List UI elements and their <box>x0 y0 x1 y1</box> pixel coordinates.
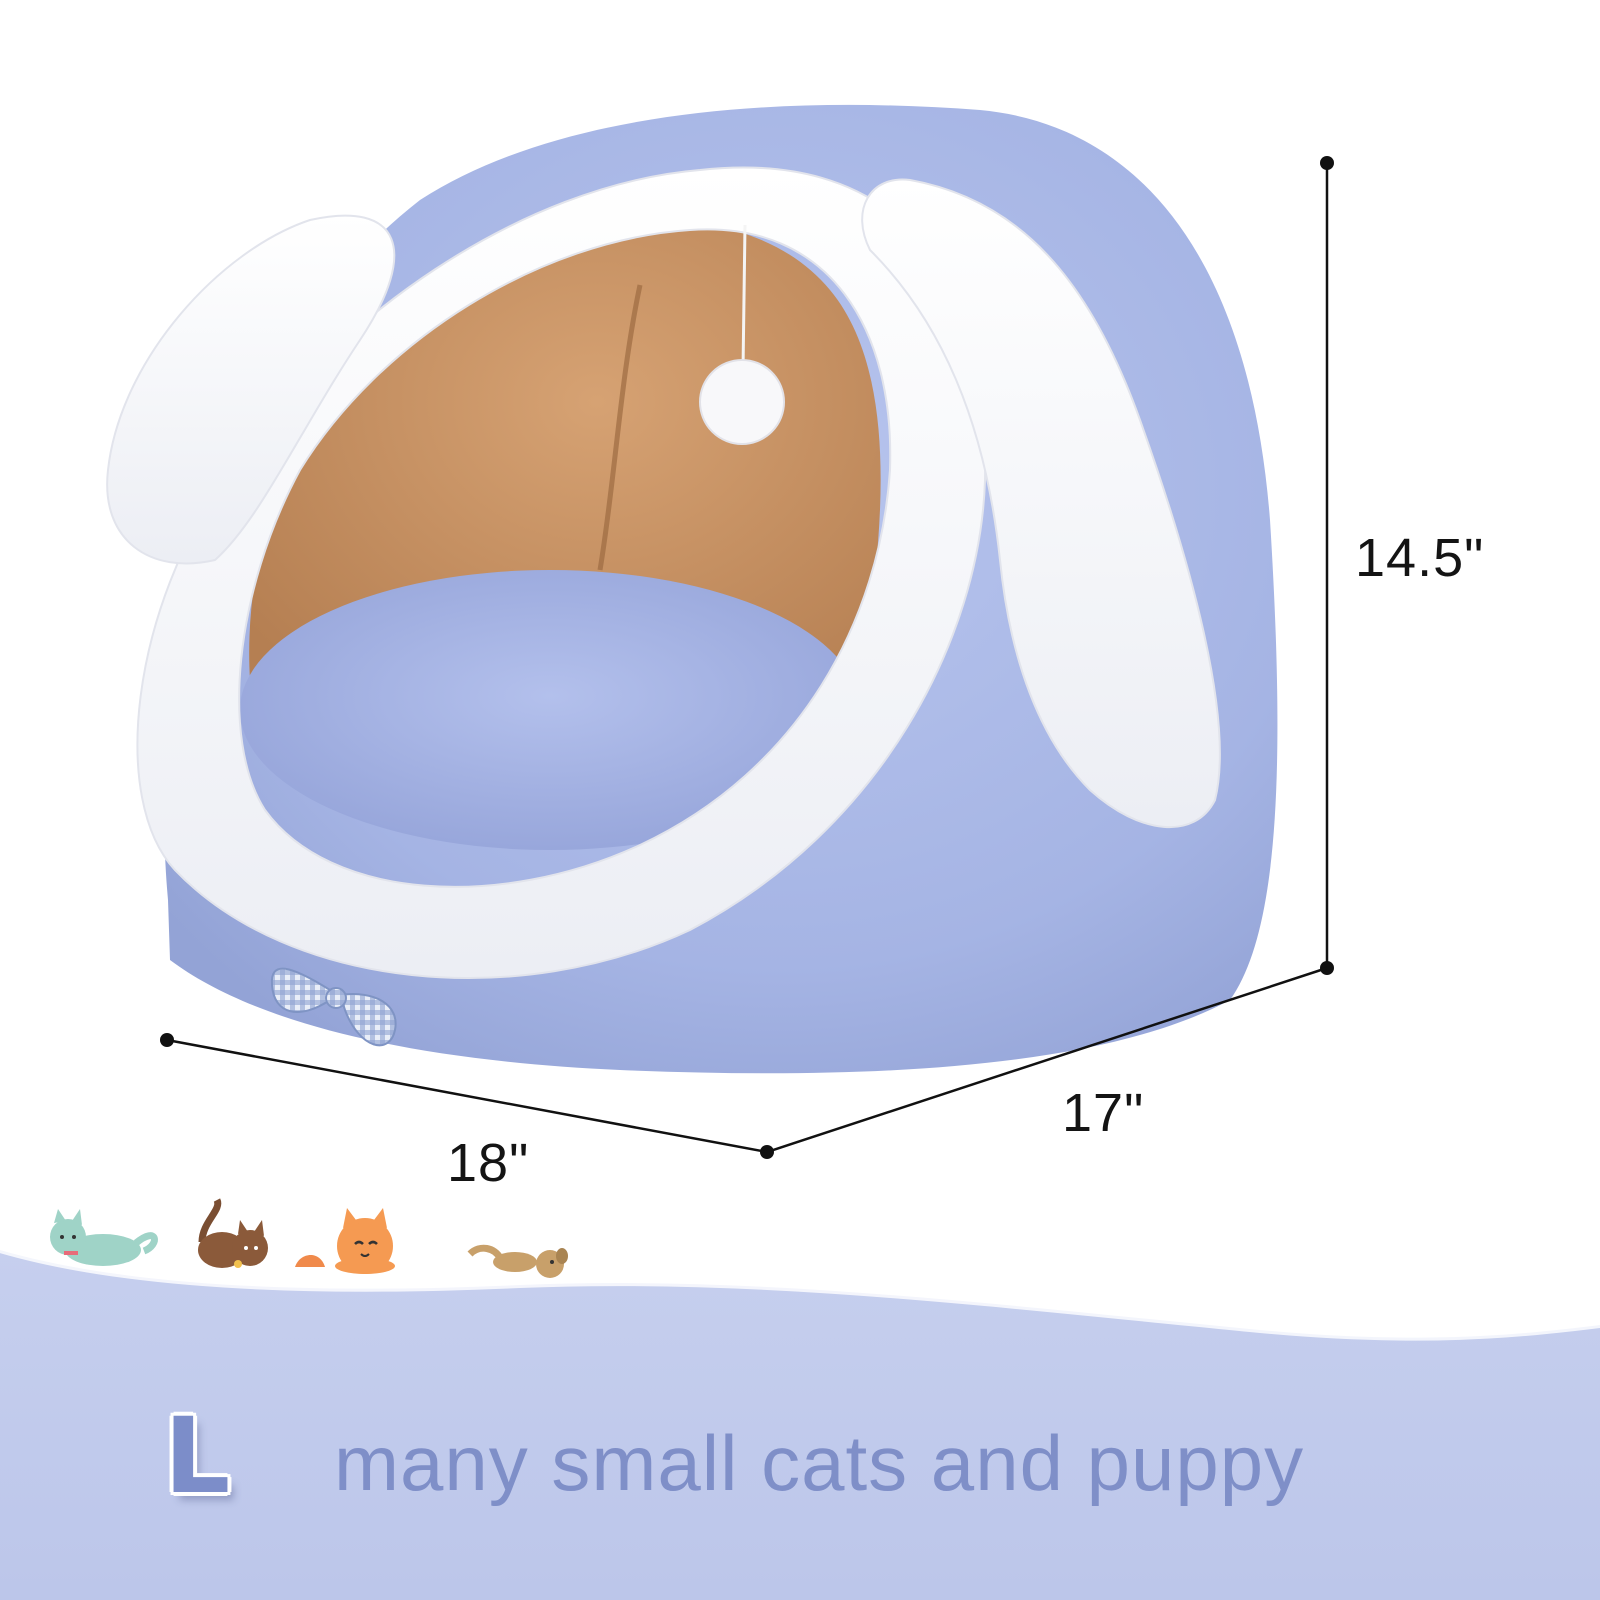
cat-icon <box>295 1208 395 1274</box>
size-caption: many small cats and puppy <box>334 1419 1305 1507</box>
height-dimension-label: 14.5" <box>1355 528 1485 588</box>
depth-dimension-label: 17" <box>1062 1083 1145 1143</box>
cat-bed <box>106 104 1278 1074</box>
width-line <box>166 1038 768 1154</box>
dimension-lines <box>160 156 1334 1159</box>
depth-line <box>766 966 1328 1154</box>
width-dimension-label: 18" <box>447 1133 530 1193</box>
gingham-bow <box>270 967 397 1047</box>
pompom-toy <box>699 359 785 445</box>
cat-icon <box>198 1198 268 1268</box>
dog-icon <box>467 1244 568 1278</box>
height-top-dot <box>1320 156 1334 170</box>
width-start-dot <box>160 1033 174 1047</box>
size-badge: L <box>164 1395 231 1517</box>
right-ear <box>861 178 1221 829</box>
cat-icon <box>50 1209 158 1266</box>
wave-band <box>0 1250 1600 1600</box>
left-ear <box>106 214 396 565</box>
interior-seam <box>597 284 643 571</box>
wave-highlight <box>0 1247 1600 1341</box>
toy-string <box>741 224 747 371</box>
bed-cushion <box>240 570 860 850</box>
